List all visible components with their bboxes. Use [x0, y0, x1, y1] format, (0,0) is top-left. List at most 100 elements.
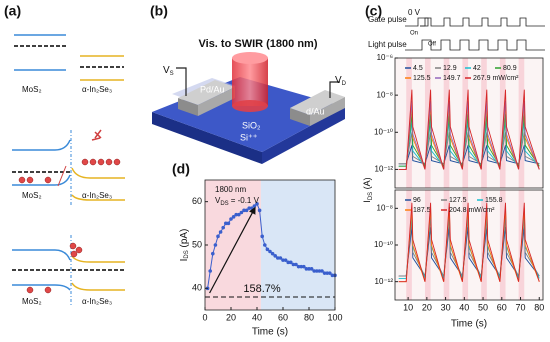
legend-label: 125.5 — [413, 75, 431, 82]
symbol: V — [215, 196, 221, 205]
subscript: DS — [184, 250, 190, 258]
x-tick-label: 20 — [422, 302, 432, 312]
data-point — [315, 269, 319, 273]
data-point — [330, 273, 335, 278]
legend-label: 80.9 — [503, 65, 517, 72]
subscript: DS — [220, 201, 228, 207]
data-point — [291, 262, 296, 267]
x-tick-label: 80 — [534, 302, 544, 312]
contact-label: Pd/Au — [200, 84, 225, 94]
data-point — [257, 208, 262, 213]
light-on-band — [518, 58, 525, 188]
data-point — [237, 212, 241, 217]
data-point — [231, 215, 236, 219]
data-point — [286, 260, 291, 265]
symbol: I — [362, 200, 372, 203]
contact-label: d/Au — [306, 106, 325, 116]
data-point — [320, 269, 324, 273]
axis-label: IDS (A) — [362, 177, 373, 202]
subscript: DS — [368, 192, 374, 200]
data-point — [218, 230, 223, 234]
data-point — [309, 267, 314, 271]
x-axis-label: Time (s) — [252, 327, 288, 338]
zero-label: 0 V — [408, 8, 421, 17]
panel-label: (c) — [365, 3, 382, 19]
data-point — [302, 264, 306, 269]
oxide-label: SiO₂ — [242, 120, 261, 130]
data-point — [226, 221, 231, 226]
device — [152, 52, 345, 164]
data-point — [283, 258, 288, 262]
data-point — [239, 210, 244, 215]
data-point — [276, 256, 280, 260]
series-line — [398, 89, 540, 170]
data-point — [224, 221, 228, 226]
x-tick-label: 60 — [278, 312, 288, 322]
data-point — [211, 251, 215, 256]
gate-label: Gate pulse — [368, 15, 407, 24]
data-point — [296, 264, 301, 269]
y-tick-label: 40 — [192, 283, 202, 293]
legend-label: 204.8 mW/cm² — [449, 207, 495, 214]
legend-label: 4.5 — [413, 65, 423, 72]
data-point — [242, 208, 246, 213]
band-diagram — [12, 235, 125, 305]
substrate-label: Si⁺⁺ — [240, 132, 258, 142]
data-point — [328, 271, 332, 275]
material-label: α-In₂Se₃ — [82, 85, 112, 94]
y-tick-label: 10⁻⁶ — [377, 53, 393, 62]
pulse-diagram — [405, 17, 545, 51]
data-point — [273, 254, 278, 258]
x-tick-label: 10 — [403, 302, 413, 312]
wavelength-label: 1800 nm — [215, 185, 246, 194]
band-diagram — [12, 129, 125, 205]
panel-label: (a) — [4, 3, 21, 19]
y-tick-label: 10⁻¹² — [375, 165, 394, 174]
data-point — [255, 202, 259, 206]
data-point — [213, 243, 218, 247]
light-on-band — [424, 58, 431, 188]
legend-label: 96 — [413, 197, 421, 204]
data-point — [268, 249, 272, 254]
bias-label: VDS = -0.1 V — [215, 196, 260, 206]
material-label: α-In₂Se₃ — [82, 191, 112, 200]
data-point — [270, 251, 275, 256]
material-label: MoS₂ — [22, 85, 42, 94]
data-point — [234, 212, 238, 217]
data-point — [278, 256, 283, 260]
x-tick-label: 80 — [304, 312, 314, 322]
data-point — [260, 234, 265, 239]
y-tick-label: 60 — [192, 196, 202, 206]
series-line — [398, 145, 540, 165]
unit: (pA) — [179, 229, 190, 251]
off-label: Off — [428, 42, 436, 48]
on-label: On — [410, 31, 418, 37]
data-point — [221, 225, 225, 230]
series-line — [398, 202, 540, 283]
y-tick-label: 10⁻¹² — [375, 277, 394, 286]
legend-label: 155.8 — [485, 197, 503, 204]
data-point — [263, 243, 267, 247]
electrons — [18, 158, 121, 184]
x-tick-label: 100 — [327, 312, 342, 322]
data-point — [325, 271, 330, 275]
shaded-region — [260, 180, 335, 310]
data-point — [265, 247, 270, 252]
subscript: S — [170, 71, 174, 77]
x-tick-label: 40 — [459, 302, 469, 312]
y-tick-label: 10⁻¹⁰ — [374, 127, 393, 136]
source-label: VS — [163, 65, 174, 77]
legend-label: 127.5 — [449, 197, 467, 204]
data-point — [322, 271, 327, 275]
panel-label: (d) — [172, 161, 190, 177]
symbol: I — [179, 259, 190, 262]
panel-label: (b) — [150, 3, 168, 19]
material-label: MoS₂ — [22, 297, 42, 306]
data-point — [299, 264, 304, 269]
data-point — [281, 258, 285, 262]
x-tick-label: 70 — [516, 302, 526, 312]
data-point — [294, 262, 298, 267]
data-point — [229, 217, 233, 221]
material-label: α-In₂Se₃ — [82, 297, 112, 306]
